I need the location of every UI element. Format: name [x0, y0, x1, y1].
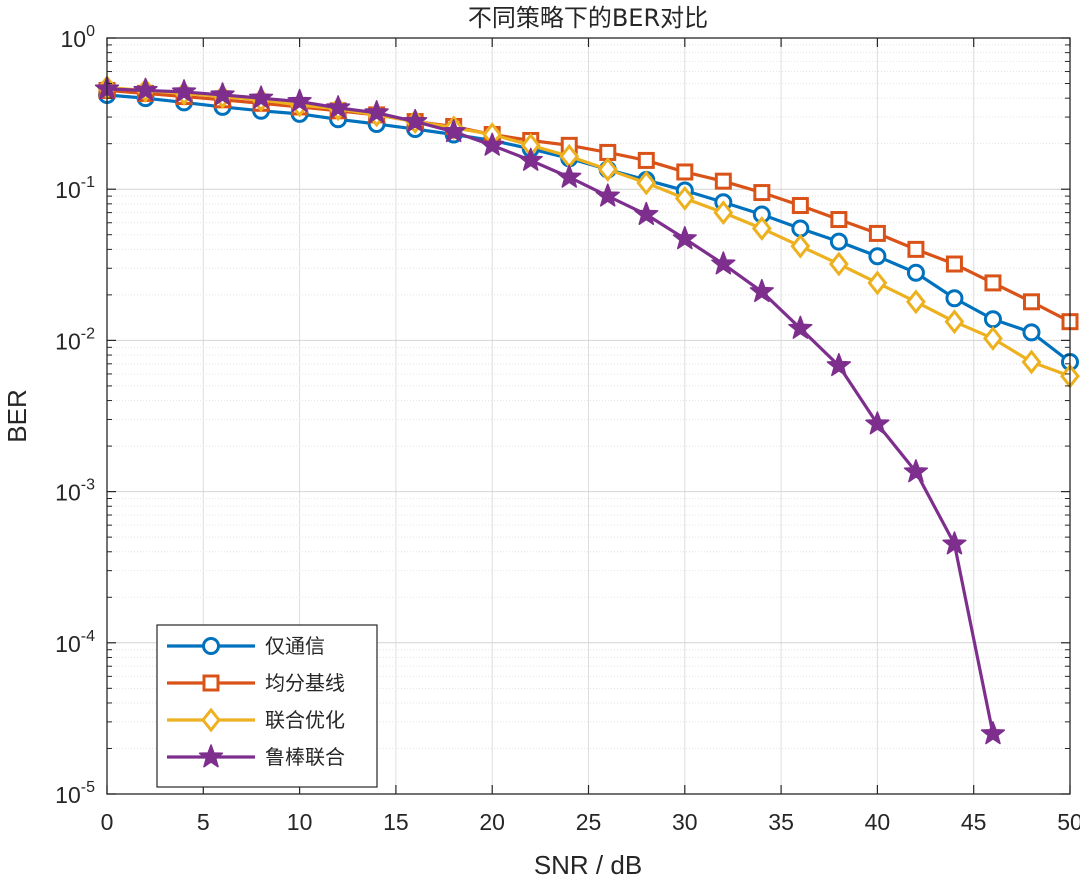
series-marker — [829, 232, 848, 251]
series-marker — [945, 255, 963, 273]
x-tick-label: 5 — [197, 809, 210, 835]
y-tick-label: 10-2 — [55, 325, 95, 354]
series-marker — [903, 459, 929, 483]
series-marker — [634, 201, 659, 225]
series-marker — [441, 118, 466, 143]
legend-label: 仅通信 — [265, 634, 325, 658]
series-marker — [1022, 293, 1040, 311]
x-tick-label: 45 — [961, 809, 987, 835]
series-marker — [751, 216, 772, 241]
series-marker — [980, 721, 1006, 745]
x-axis-label: SNR / dB — [534, 850, 642, 880]
x-tick-label: 20 — [479, 809, 505, 835]
x-tick-label: 40 — [865, 809, 891, 835]
series-marker — [403, 108, 428, 133]
series-marker — [905, 289, 926, 315]
series-marker — [868, 224, 886, 242]
series-marker — [826, 352, 852, 377]
series-marker — [753, 184, 771, 202]
series-marker — [713, 200, 734, 226]
series-marker — [944, 309, 965, 335]
series-marker — [637, 151, 655, 169]
legend-marker — [202, 637, 220, 655]
legend-label: 联合优化 — [265, 708, 345, 732]
series-marker — [1022, 323, 1041, 342]
series-marker — [865, 411, 890, 435]
x-tick-label: 10 — [287, 809, 313, 835]
series-marker — [749, 278, 774, 303]
series-marker — [907, 240, 925, 258]
series-marker — [672, 226, 697, 250]
series-marker — [828, 251, 849, 277]
x-tick-label: 25 — [576, 809, 602, 835]
y-tick-label: 10-4 — [55, 628, 95, 657]
series-marker — [942, 531, 967, 555]
series-marker — [984, 274, 1002, 292]
x-tick-label: 30 — [672, 809, 698, 835]
series-marker — [714, 172, 732, 190]
series-marker — [133, 77, 158, 101]
series-marker — [171, 79, 197, 103]
series-marker — [791, 197, 809, 215]
y-tick-label: 10-5 — [55, 779, 95, 808]
series-marker — [945, 289, 964, 308]
series-layer — [94, 75, 1080, 745]
series-marker — [325, 95, 351, 119]
series-marker — [868, 247, 887, 266]
series-marker — [674, 185, 695, 211]
series-marker — [711, 251, 736, 275]
series-marker — [867, 270, 888, 296]
series-marker — [983, 326, 1003, 351]
series-marker — [595, 183, 620, 207]
legend-label: 鲁棒联合 — [265, 745, 345, 769]
series-marker — [480, 132, 505, 156]
y-tick-label: 100 — [61, 23, 96, 52]
series-marker — [287, 88, 312, 112]
series-marker — [210, 82, 235, 106]
x-tick-label: 50 — [1057, 809, 1080, 835]
legend-item: 联合优化 — [167, 707, 345, 733]
series-marker — [830, 211, 848, 229]
chart-title: 不同策略下的BER对比 — [468, 4, 708, 32]
x-tick-label: 0 — [101, 809, 114, 835]
y-axis-label: BER — [2, 389, 32, 442]
legend-marker — [198, 744, 224, 768]
series-marker — [597, 157, 618, 182]
series-4 — [94, 76, 1006, 745]
legend-item: 均分基线 — [167, 671, 345, 695]
series-marker — [518, 147, 543, 171]
legend-label: 均分基线 — [265, 671, 345, 695]
series-marker — [676, 163, 694, 181]
series-marker — [1021, 349, 1042, 375]
y-tick-label: 10-3 — [55, 477, 95, 506]
legend-box — [156, 624, 378, 788]
series-marker — [791, 219, 810, 238]
series-marker — [364, 100, 389, 124]
legend-marker — [201, 707, 221, 733]
x-tick-label: 35 — [768, 809, 794, 835]
y-tick-label: 10-1 — [55, 174, 95, 203]
series-marker — [983, 310, 1002, 329]
series-marker — [557, 164, 582, 188]
series-marker — [790, 233, 811, 259]
series-marker — [248, 85, 274, 109]
legend-item: 仅通信 — [167, 634, 325, 658]
series-marker — [788, 315, 813, 339]
series-marker — [636, 170, 657, 196]
legend-marker — [202, 674, 220, 692]
x-tick-label: 15 — [383, 809, 409, 835]
legend-item: 鲁棒联合 — [167, 744, 345, 769]
ticks: 0 5 10 15 20 25 30 35 40 45 50 100 10-1 10-2 10-3 10-4 1… — [55, 23, 1080, 835]
series-marker — [906, 263, 925, 282]
